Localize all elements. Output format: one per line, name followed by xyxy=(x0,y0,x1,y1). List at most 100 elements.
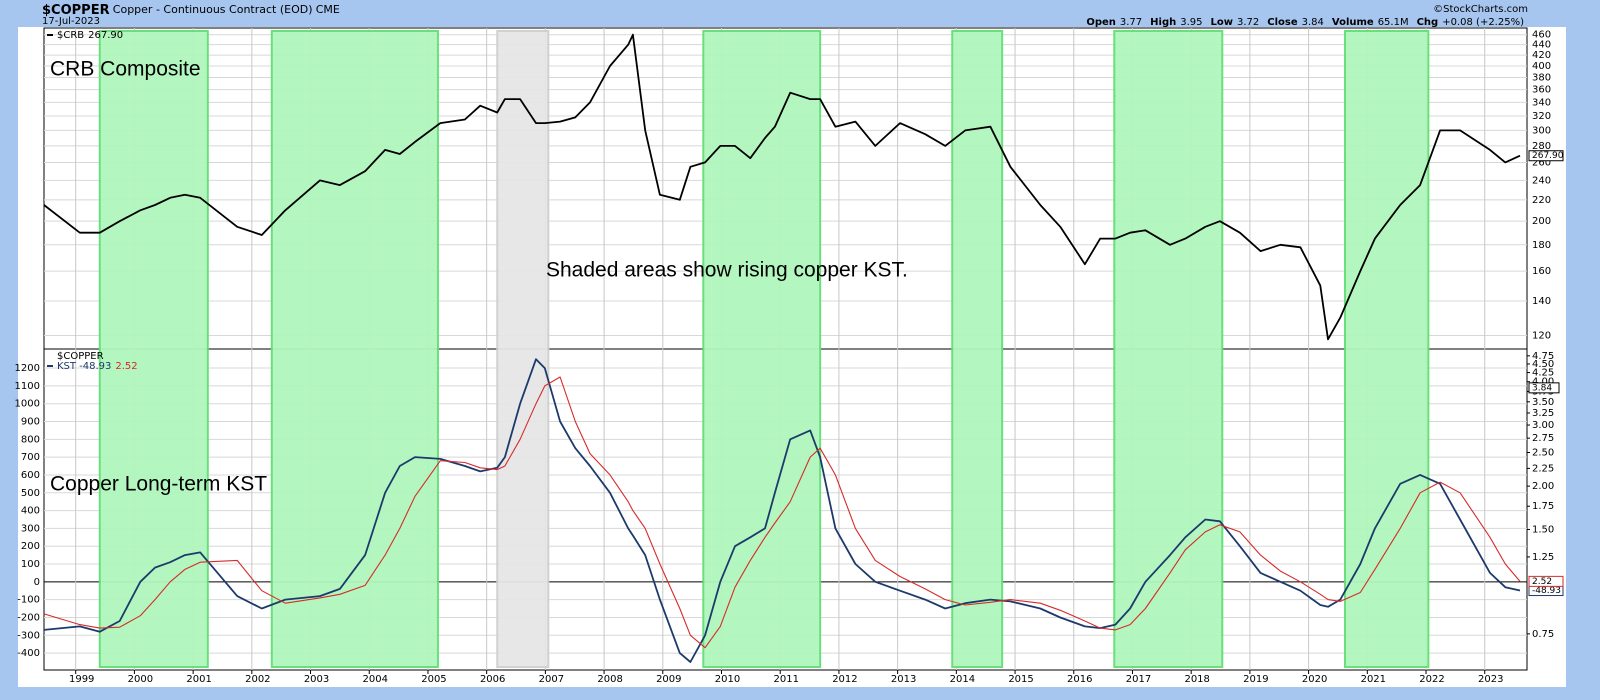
y2-tick-label: 4.00 xyxy=(1532,377,1554,388)
y-tick-label: 280 xyxy=(1532,141,1551,152)
y-tick-label: 320 xyxy=(1532,111,1551,122)
series-line xyxy=(43,358,1521,663)
x-tick-label: 2017 xyxy=(1126,674,1151,685)
quote-value: 65.1M xyxy=(1378,17,1409,28)
x-tick-label: 2011 xyxy=(773,674,798,685)
y2-tick-label: 2.25 xyxy=(1532,463,1554,474)
y-tick-label: 460 xyxy=(1532,30,1551,41)
description: Copper - Continuous Contract (EOD) xyxy=(113,3,313,16)
value-flag-box xyxy=(1528,150,1564,162)
quote-label: Chg xyxy=(1417,17,1439,28)
series-line xyxy=(43,376,1521,649)
panel-title: $COPPER xyxy=(57,351,104,362)
y-tick-label: -400 xyxy=(17,648,40,659)
y-tick-label: -300 xyxy=(17,630,40,641)
y-tick-label: 120 xyxy=(1532,331,1551,342)
y-tick-label: 300 xyxy=(1532,125,1551,136)
exchange: CME xyxy=(316,3,340,16)
legend-value: 2.52 xyxy=(115,361,137,372)
y-tick-label: 380 xyxy=(1532,72,1551,83)
x-tick-label: 2001 xyxy=(186,674,211,685)
legend-name: $CRB xyxy=(57,30,84,41)
y-tick-label: 400 xyxy=(1532,61,1551,72)
y-tick-label: 140 xyxy=(1532,296,1551,307)
x-tick-label: 2018 xyxy=(1184,674,1209,685)
y-tick-label: -100 xyxy=(17,595,40,606)
x-tick-label: 2013 xyxy=(891,674,916,685)
legend-value: -48.93 xyxy=(79,361,111,372)
y-tick-label: 0 xyxy=(34,577,40,588)
annotation: Shaded areas show rising copper KST. xyxy=(546,259,908,282)
y-tick-label: 400 xyxy=(21,506,40,517)
shaded-span xyxy=(1344,30,1430,668)
x-tick-label: 2020 xyxy=(1302,674,1327,685)
y2-tick-label: 2.50 xyxy=(1532,448,1554,459)
series-line xyxy=(43,33,1521,341)
symbol: $COPPER xyxy=(42,3,110,18)
y-tick-label: 1100 xyxy=(15,381,40,392)
shaded-span xyxy=(951,30,1004,668)
annotation: CRB Composite xyxy=(50,58,201,81)
y-tick-label: 100 xyxy=(21,559,40,570)
header-title: $COPPER Copper - Continuous Contract (EO… xyxy=(42,3,340,18)
y-tick-label: 900 xyxy=(21,417,40,428)
legend-name: KST xyxy=(57,361,77,372)
quote-value: 3.84 xyxy=(1302,17,1324,28)
y-tick-label: 500 xyxy=(21,488,40,499)
value-flag: 267.90 xyxy=(1532,151,1564,161)
x-tick-label: 2010 xyxy=(715,674,740,685)
price-flag-box xyxy=(1528,382,1560,394)
span-layer xyxy=(98,30,1430,668)
y-tick-label: 440 xyxy=(1532,40,1551,51)
y-tick-label: 600 xyxy=(21,470,40,481)
x-tick-label: 2012 xyxy=(832,674,857,685)
y-tick-label: 220 xyxy=(1532,195,1551,206)
y-tick-label: 160 xyxy=(1532,266,1551,277)
x-tick-label: 2015 xyxy=(1008,674,1033,685)
annotation: Copper Long-term KST xyxy=(50,473,267,496)
y2-tick-label: 2.75 xyxy=(1532,433,1554,444)
y2-tick-label: 3.50 xyxy=(1532,397,1554,408)
price-flag: 3.84 xyxy=(1532,383,1552,393)
y2-tick-label: 2.00 xyxy=(1532,481,1554,492)
text-layer: $COPPER Copper - Continuous Contract (EO… xyxy=(15,3,1564,686)
y-tick-label: 260 xyxy=(1532,157,1551,168)
quote-label: Open xyxy=(1086,17,1116,28)
y2-tick-label: 3.00 xyxy=(1532,420,1554,431)
y2-tick-label: 4.75 xyxy=(1532,351,1554,362)
value-flag-box xyxy=(1528,575,1564,587)
shaded-span xyxy=(1113,30,1224,668)
y-tick-label: 1200 xyxy=(15,363,40,374)
quote-label: Close xyxy=(1267,17,1298,28)
y2-tick-label: 4.50 xyxy=(1532,359,1554,370)
quote-value: +0.08 (+2.25%) xyxy=(1442,17,1524,28)
x-tick-label: 2004 xyxy=(363,674,388,685)
x-tick-label: 2007 xyxy=(539,674,564,685)
quote-line: Open 3.77 High 3.95 Low 3.72 Close 3.84 Volume 65… xyxy=(1086,17,1524,28)
shaded-span xyxy=(270,30,439,668)
y-tick-label: 340 xyxy=(1532,97,1551,108)
quote-value: 3.95 xyxy=(1180,17,1202,28)
quote-label: Volume xyxy=(1332,17,1374,28)
quote-label: Low xyxy=(1210,17,1232,28)
y-tick-label: 240 xyxy=(1532,175,1551,186)
y-tick-label: 1000 xyxy=(15,399,40,410)
y2-tick-label: 1.50 xyxy=(1532,524,1554,535)
x-tick-label: 2002 xyxy=(245,674,270,685)
y2-tick-label: 3.25 xyxy=(1532,408,1554,419)
header-date: 17-Jul-2023 xyxy=(42,16,100,27)
x-tick-label: 2005 xyxy=(421,674,446,685)
x-tick-label: 2008 xyxy=(597,674,622,685)
legend: $CRB 267.90 xyxy=(57,30,123,41)
x-tick-label: 2000 xyxy=(128,674,153,685)
y-tick-label: 420 xyxy=(1532,50,1551,61)
y-tick-label: 180 xyxy=(1532,240,1551,251)
quote-value: 3.77 xyxy=(1120,17,1142,28)
shaded-span xyxy=(496,30,550,668)
shaded-span xyxy=(702,30,822,668)
legend: KST -48.93 2.52 xyxy=(57,361,138,372)
y-tick-label: 800 xyxy=(21,434,40,445)
value-flag: 2.52 xyxy=(1532,577,1552,587)
x-tick-label: 2009 xyxy=(656,674,681,685)
